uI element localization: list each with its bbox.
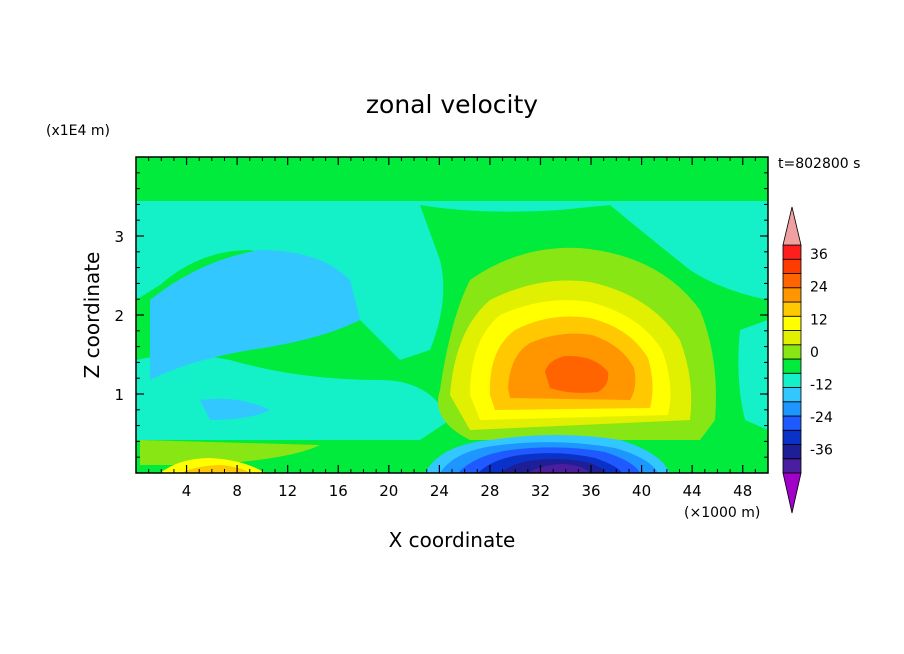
y-tick-label-1: 1	[114, 386, 124, 404]
y-tick-label-3: 3	[114, 228, 124, 246]
colorbar-tick-label-0: -36	[810, 443, 833, 459]
x-tick-label-16: 16	[329, 482, 348, 500]
band-orange-core	[545, 355, 609, 393]
band-purple-core	[528, 464, 590, 473]
band-mint-right	[738, 320, 768, 430]
y-axis-label: Z coordinate	[80, 252, 104, 379]
colorbar-swatch-13	[782, 273, 802, 289]
x-tick-label-8: 8	[232, 482, 242, 500]
x-tick-labels: 4 8 12 16 20 24 28 32 36 40 44 48	[182, 482, 752, 500]
x-tick-label-4: 4	[182, 482, 192, 500]
x-units-label: (×1000 m)	[684, 505, 760, 521]
y-ticks	[136, 172, 768, 458]
colorbar-swatch-2	[782, 429, 802, 445]
colorbar-tick-label-1: -24	[810, 410, 833, 426]
x-tick-label-24: 24	[430, 482, 449, 500]
x-tick-label-48: 48	[733, 482, 752, 500]
colorbar-swatch-10	[782, 315, 802, 331]
colorbar-swatch-4	[782, 401, 802, 417]
colorbar-swatch-15	[782, 244, 802, 260]
colorbar-swatch-12	[782, 287, 802, 303]
colorbar-swatch-11	[782, 301, 802, 317]
x-tick-label-32: 32	[531, 482, 550, 500]
x-tick-label-20: 20	[379, 482, 398, 500]
x-tick-label-12: 12	[278, 482, 297, 500]
x-tick-label-36: 36	[581, 482, 600, 500]
y-tick-label-2: 2	[114, 307, 124, 325]
chart-title: zonal velocity	[366, 90, 538, 119]
contour-field	[136, 157, 768, 473]
colorbar-swatch-14	[782, 258, 802, 274]
colorbar-under-triangle	[782, 472, 802, 514]
colorbar-tick-label-4: 12	[810, 312, 828, 328]
colorbar-swatch-3	[782, 415, 802, 431]
band-top-green-strip	[136, 157, 768, 201]
colorbar	[782, 206, 802, 514]
band-orange-low	[180, 465, 250, 473]
band-cyan	[150, 250, 360, 380]
colorbar-tick-labels: -36 -24 -12 0 12 24 36	[810, 247, 833, 458]
x-axis-label: X coordinate	[389, 528, 516, 552]
colorbar-swatch-5	[782, 387, 802, 403]
colorbar-tick-label-2: -12	[810, 377, 833, 393]
band-cyan-small	[200, 398, 270, 420]
colorbar-tick-label-5: 24	[810, 280, 828, 296]
colorbar-swatch-1	[782, 444, 802, 460]
x-tick-label-44: 44	[683, 482, 702, 500]
time-label: t=802800 s	[778, 156, 860, 172]
colorbar-swatch-8	[782, 344, 802, 360]
colorbar-swatch-9	[782, 330, 802, 346]
colorbar-tick-label-3: 0	[810, 345, 819, 361]
colorbar-tick-label-6: 36	[810, 247, 828, 263]
band-lime-low	[140, 440, 320, 465]
colorbar-over-triangle	[782, 206, 802, 246]
y-units-label: (x1E4 m)	[46, 123, 110, 139]
x-tick-label-28: 28	[480, 482, 499, 500]
y-tick-labels: 1 2 3	[114, 228, 124, 404]
colorbar-swatch-0	[782, 458, 802, 474]
x-tick-label-40: 40	[632, 482, 651, 500]
colorbar-swatch-6	[782, 372, 802, 388]
x-ticks	[148, 157, 756, 473]
colorbar-swatch-7	[782, 358, 802, 374]
band-mint-upper	[136, 200, 768, 360]
